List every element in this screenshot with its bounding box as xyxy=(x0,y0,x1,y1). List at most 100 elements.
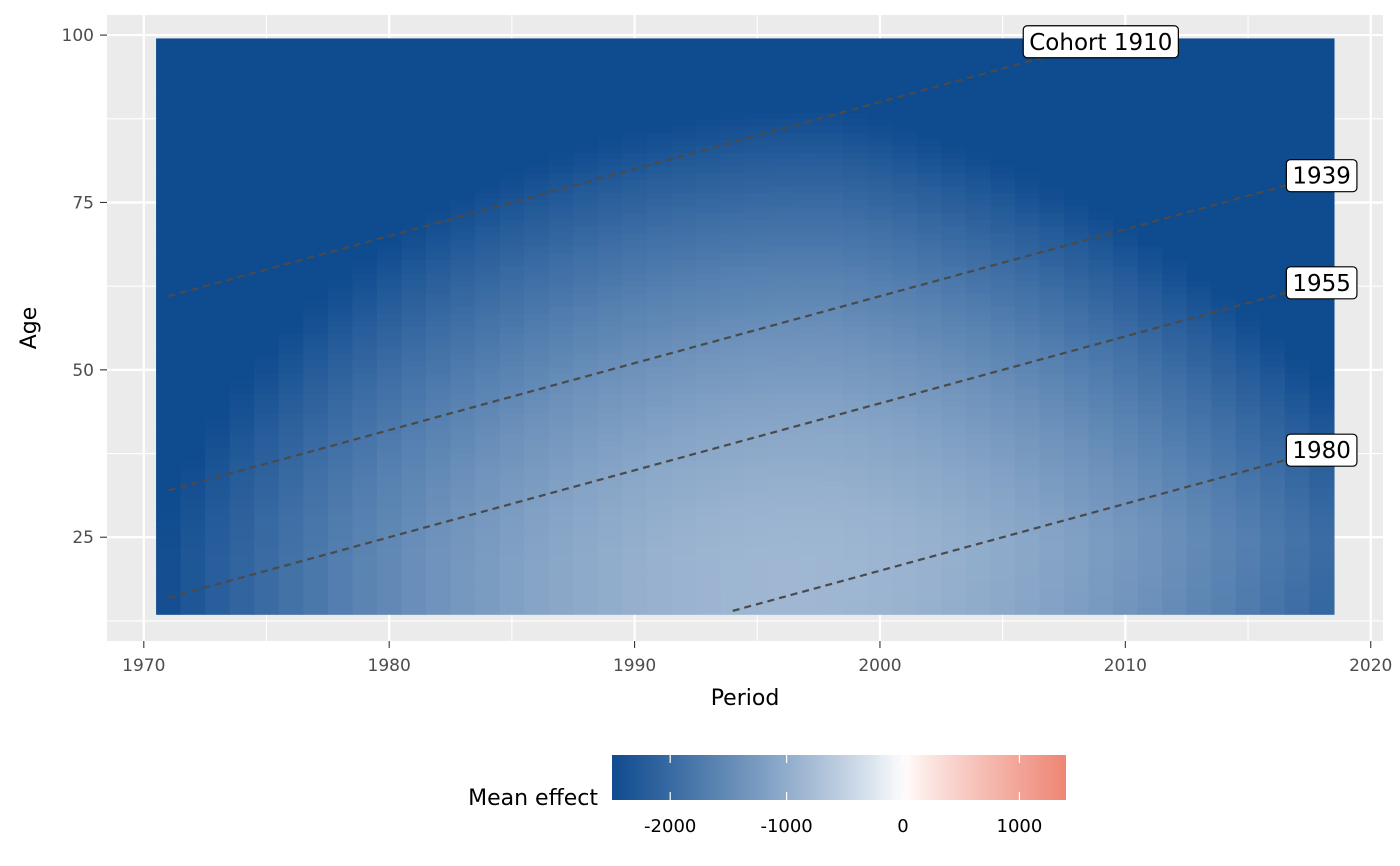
heatmap-cell xyxy=(1235,319,1261,327)
heatmap-cell xyxy=(941,333,967,341)
heatmap-cell xyxy=(401,574,427,582)
heatmap-cell xyxy=(156,145,182,153)
heatmap-cell xyxy=(278,292,304,301)
heatmap-cell xyxy=(278,359,304,368)
heatmap-cell xyxy=(1211,386,1237,394)
heatmap-cell xyxy=(499,145,525,153)
heatmap-cell xyxy=(376,219,403,227)
heatmap-cell xyxy=(892,266,918,274)
heatmap-cell xyxy=(646,98,672,106)
heatmap-cell xyxy=(254,165,280,173)
heatmap-cell xyxy=(229,560,255,568)
heatmap-cell xyxy=(965,440,991,448)
heatmap-cell xyxy=(867,232,893,240)
heatmap-cell xyxy=(254,132,280,140)
heatmap-cell xyxy=(916,85,942,93)
heatmap-cell xyxy=(646,540,672,548)
heatmap-cell xyxy=(475,553,501,562)
heatmap-cell xyxy=(1235,493,1261,502)
heatmap-cell xyxy=(794,433,820,441)
heatmap-cell xyxy=(892,179,918,187)
heatmap-cell xyxy=(1088,272,1114,281)
heatmap-cell xyxy=(327,393,353,401)
heatmap-cell xyxy=(892,413,918,421)
heatmap-cell xyxy=(254,607,280,615)
heatmap-cell xyxy=(1260,460,1286,468)
heatmap-cell xyxy=(1186,406,1212,414)
heatmap-cell xyxy=(1260,98,1286,106)
heatmap-cell xyxy=(794,165,820,173)
heatmap-cell xyxy=(990,152,1016,160)
heatmap-cell xyxy=(1260,319,1286,327)
heatmap-cell xyxy=(646,219,672,227)
heatmap-cell xyxy=(205,487,231,495)
heatmap-cell xyxy=(156,45,182,53)
heatmap-cell xyxy=(695,446,722,455)
heatmap-cell xyxy=(352,520,378,528)
heatmap-cell xyxy=(548,359,574,368)
heatmap-cell xyxy=(1235,453,1261,461)
heatmap-cell xyxy=(720,38,746,46)
heatmap-cell xyxy=(916,440,942,448)
heatmap-cell xyxy=(475,473,501,481)
heatmap-cell xyxy=(1260,574,1286,582)
heatmap-cell xyxy=(401,587,427,595)
heatmap-cell xyxy=(1088,112,1114,120)
heatmap-cell xyxy=(695,266,722,274)
heatmap-cell xyxy=(229,533,255,542)
heatmap-cell xyxy=(892,487,918,495)
heatmap-cell xyxy=(1211,587,1237,595)
heatmap-cell xyxy=(794,460,820,468)
heatmap-cell xyxy=(794,500,820,508)
heatmap-cell xyxy=(450,366,476,374)
heatmap-cell xyxy=(769,580,795,589)
heatmap-cell xyxy=(548,420,574,428)
heatmap-cell xyxy=(426,386,452,394)
heatmap-cell xyxy=(1211,600,1237,609)
heatmap-cell xyxy=(352,98,378,106)
heatmap-cell xyxy=(941,533,967,542)
heatmap-cell xyxy=(475,172,501,180)
heatmap-cell xyxy=(1113,71,1139,80)
heatmap-cell xyxy=(450,272,476,281)
heatmap-cell xyxy=(156,607,182,615)
heatmap-cell xyxy=(1064,553,1090,562)
heatmap-cell xyxy=(1137,212,1163,220)
heatmap-cell xyxy=(401,199,427,207)
heatmap-cell xyxy=(597,600,623,609)
heatmap-cell xyxy=(426,152,452,160)
heatmap-cell xyxy=(499,326,525,334)
heatmap-cell xyxy=(205,71,231,80)
cohort-label-box xyxy=(1285,266,1358,300)
heatmap-cell xyxy=(794,326,820,334)
heatmap-cell xyxy=(965,574,991,582)
heatmap-cell xyxy=(352,393,378,401)
heatmap-cell xyxy=(450,453,476,461)
heatmap-cell xyxy=(1309,574,1335,582)
heatmap-cell xyxy=(1211,366,1237,374)
heatmap-cell xyxy=(352,185,378,194)
heatmap-cell xyxy=(401,91,427,100)
heatmap-cell xyxy=(229,507,255,515)
heatmap-cell xyxy=(622,379,648,388)
heatmap-cell xyxy=(401,152,427,160)
heatmap-cell xyxy=(327,292,353,301)
heatmap-cell xyxy=(352,118,378,127)
heatmap-cell xyxy=(646,533,672,542)
heatmap-cell xyxy=(376,225,403,234)
heatmap-cell xyxy=(1113,245,1139,254)
heatmap-cell xyxy=(745,145,771,153)
heatmap-cell xyxy=(695,71,722,80)
heatmap-cell xyxy=(671,239,697,247)
heatmap-cell xyxy=(1284,413,1310,421)
heatmap-cell xyxy=(794,379,820,388)
heatmap-cell xyxy=(597,553,623,562)
heatmap-cell xyxy=(867,500,893,508)
heatmap-cell xyxy=(1309,413,1335,421)
heatmap-cell xyxy=(278,266,304,274)
heatmap-cell xyxy=(548,580,574,589)
heatmap-cell xyxy=(524,406,550,414)
heatmap-cell xyxy=(450,574,476,582)
heatmap-cell xyxy=(426,138,452,147)
heatmap-cell xyxy=(695,353,722,361)
